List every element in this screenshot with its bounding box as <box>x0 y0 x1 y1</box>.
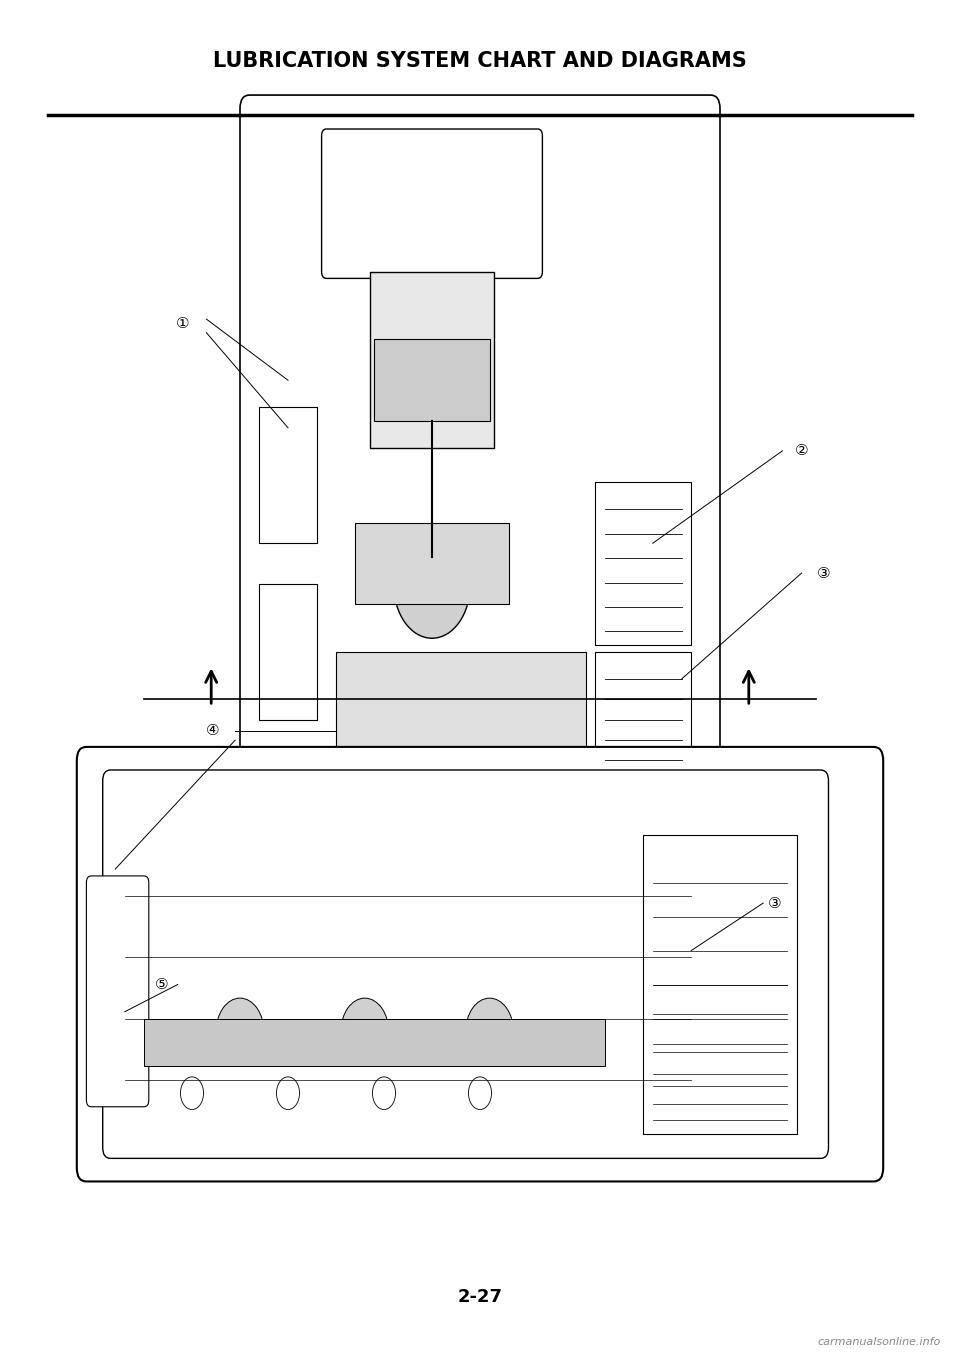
Circle shape <box>180 1077 204 1109</box>
Circle shape <box>394 530 470 638</box>
Circle shape <box>216 998 264 1066</box>
FancyBboxPatch shape <box>103 770 828 1158</box>
Circle shape <box>372 1077 396 1109</box>
Text: 2-27: 2-27 <box>458 1287 502 1306</box>
Circle shape <box>341 998 389 1066</box>
Text: ④: ④ <box>206 722 220 739</box>
Text: ⑤: ⑤ <box>155 976 168 993</box>
Text: ①: ① <box>176 315 189 331</box>
Bar <box>355 523 509 604</box>
Text: ②: ② <box>795 443 808 459</box>
Circle shape <box>276 1077 300 1109</box>
Bar <box>374 340 490 421</box>
FancyBboxPatch shape <box>77 747 883 1181</box>
Text: LUBRICATION SYSTEM CHART AND DIAGRAMS: LUBRICATION SYSTEM CHART AND DIAGRAMS <box>213 52 747 71</box>
Text: carmanualsonline.info: carmanualsonline.info <box>818 1338 941 1347</box>
Bar <box>595 652 691 774</box>
FancyBboxPatch shape <box>240 95 720 828</box>
FancyBboxPatch shape <box>86 876 149 1107</box>
Bar <box>144 1018 605 1066</box>
Bar <box>336 652 586 760</box>
Bar <box>595 482 691 645</box>
Text: ③: ③ <box>817 565 830 581</box>
FancyBboxPatch shape <box>322 129 542 278</box>
Bar <box>259 407 317 543</box>
Bar <box>259 584 317 720</box>
Bar <box>643 835 797 1134</box>
Bar <box>370 272 494 448</box>
Circle shape <box>468 1077 492 1109</box>
Circle shape <box>466 998 514 1066</box>
Text: ③: ③ <box>768 895 781 911</box>
